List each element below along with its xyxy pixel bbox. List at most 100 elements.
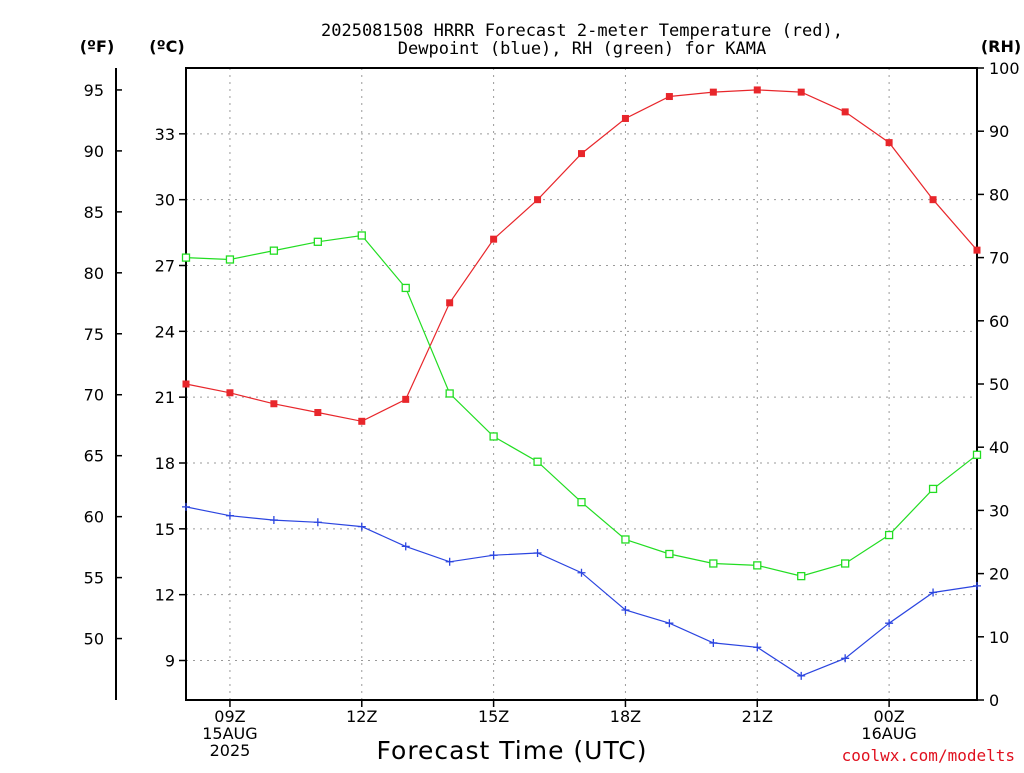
data-point <box>533 548 542 557</box>
rh-tick-label: 50 <box>989 375 1009 394</box>
data-point <box>797 571 806 581</box>
data-point <box>578 150 585 158</box>
data-point <box>446 299 454 307</box>
tick-labels: 9 12 15 18 21 24 27 30 33 50 55 60 65 70 75 80 85 90 95 0 10… <box>84 59 1020 760</box>
data-point <box>929 588 938 597</box>
data-point <box>489 551 498 560</box>
data-point <box>269 516 278 525</box>
series-dewpoint <box>182 502 981 680</box>
data-point <box>841 654 850 663</box>
data-point <box>577 568 586 577</box>
celsius-tick-label: 27 <box>155 257 175 276</box>
rh-tick-label: 90 <box>989 122 1009 141</box>
data-point <box>753 86 761 94</box>
data-point <box>973 246 981 254</box>
rh-tick-label: 40 <box>989 438 1009 457</box>
data-point <box>401 283 410 293</box>
x-tick-label: 16AUG <box>861 724 916 743</box>
fahrenheit-tick-label: 75 <box>84 325 104 344</box>
x-tick-label: 18Z <box>610 707 641 726</box>
data-point <box>621 606 630 615</box>
chart-title-line-2: Dewpoint (blue), RH (green) for KAMA <box>398 39 766 59</box>
data-point <box>665 549 674 559</box>
rh-tick-label: 30 <box>989 501 1009 520</box>
rh-tick-label: 0 <box>989 691 999 710</box>
data-point <box>709 88 717 96</box>
data-point <box>358 417 366 425</box>
data-point <box>314 409 322 417</box>
data-point <box>445 389 454 398</box>
data-point <box>313 237 322 246</box>
data-point <box>445 557 454 566</box>
data-point <box>533 457 542 466</box>
data-point <box>489 432 498 441</box>
data-point <box>709 559 718 568</box>
data-point <box>709 638 718 647</box>
data-point <box>225 255 235 264</box>
data-point <box>313 518 322 527</box>
data-point <box>973 581 981 590</box>
data-point <box>357 522 366 531</box>
data-point <box>182 380 190 388</box>
data-point <box>884 530 894 540</box>
fahrenheit-tick-label: 65 <box>84 447 104 466</box>
celsius-tick-label: 30 <box>155 191 175 210</box>
rh-tick-label: 100 <box>989 59 1020 78</box>
data-point <box>401 542 410 551</box>
data-point <box>665 93 673 101</box>
data-point <box>929 196 937 204</box>
data-point <box>621 535 630 544</box>
fahrenheit-tick-label: 50 <box>84 630 104 649</box>
celsius-tick-label: 15 <box>155 520 175 539</box>
data-point <box>269 246 279 255</box>
series-temperature <box>182 86 981 425</box>
data-point <box>972 450 982 459</box>
fahrenheit-tick-label: 55 <box>84 569 104 588</box>
data-point <box>841 559 850 568</box>
data-point <box>270 400 278 408</box>
data-point <box>885 619 894 628</box>
rh-tick-label: 80 <box>989 185 1009 204</box>
data-point <box>665 619 674 628</box>
fahrenheit-tick-label: 60 <box>84 508 104 527</box>
data-point <box>490 235 498 243</box>
data-point <box>753 643 762 652</box>
x-tick-label: 12Z <box>346 707 377 726</box>
chart-title-line-1: 2025081508 HRRR Forecast 2-meter Tempera… <box>321 21 843 41</box>
data-point <box>797 88 805 96</box>
fahrenheit-tick-label: 80 <box>84 264 104 283</box>
data-point <box>357 231 366 240</box>
celsius-tick-label: 12 <box>155 586 175 605</box>
celsius-tick-label: 33 <box>155 125 175 144</box>
series <box>181 86 982 680</box>
x-axis-label: Forecast Time (UTC) <box>377 736 648 765</box>
data-point <box>181 253 191 262</box>
credit-text: coolwx.com/modelts <box>842 746 1015 765</box>
rh-tick-label: 10 <box>989 628 1009 647</box>
x-tick-label: 15AUG <box>202 724 257 743</box>
data-point <box>534 196 542 204</box>
rh-unit-label: (RH) <box>981 37 1021 56</box>
x-tick-label: 15Z <box>478 707 509 726</box>
x-tick-label: 21Z <box>742 707 773 726</box>
celsius-tick-label: 9 <box>165 652 175 671</box>
data-point <box>225 511 234 520</box>
data-point <box>621 114 629 122</box>
data-point <box>797 671 806 680</box>
data-point <box>577 498 586 507</box>
rh-tick-label: 60 <box>989 312 1009 331</box>
fahrenheit-tick-label: 90 <box>84 142 104 161</box>
celsius-tick-label: 18 <box>155 454 175 473</box>
x-tick-label: 00Z <box>873 707 904 726</box>
fahrenheit-tick-label: 85 <box>84 203 104 222</box>
fahrenheit-tick-label: 70 <box>84 386 104 405</box>
celsius-unit-label: (ºC) <box>149 37 184 56</box>
data-point <box>182 502 190 511</box>
x-tick-label: 2025 <box>210 741 251 760</box>
data-point <box>753 561 762 570</box>
x-tick-label: 09Z <box>214 707 245 726</box>
data-point <box>841 108 849 116</box>
celsius-tick-label: 21 <box>155 388 175 407</box>
